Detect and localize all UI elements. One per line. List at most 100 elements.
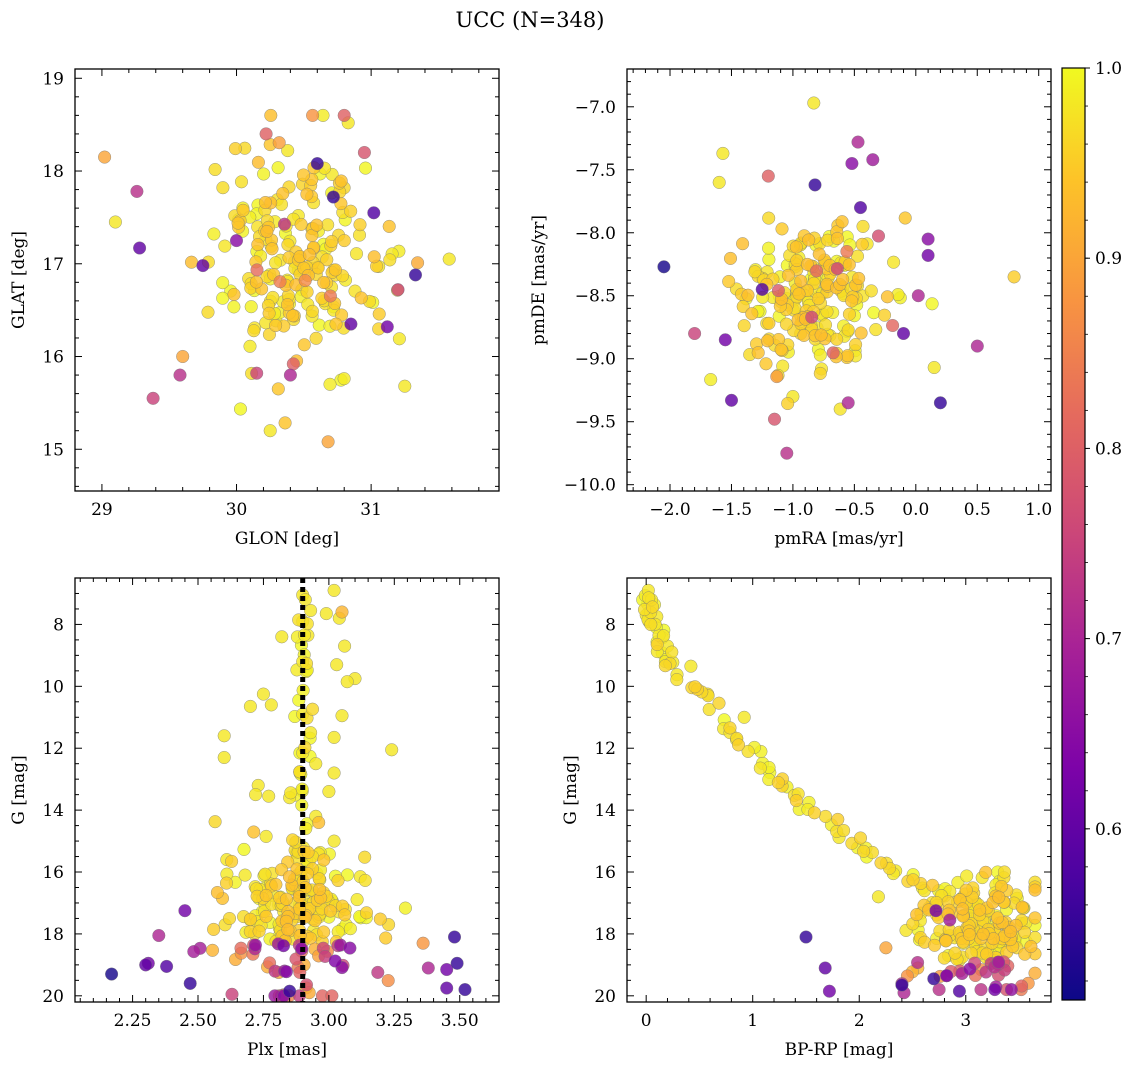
scatter-point <box>842 307 856 321</box>
scatter-point <box>338 639 352 653</box>
scatter-point <box>216 276 230 290</box>
scatter-point <box>274 197 289 211</box>
scatter-point <box>210 885 224 900</box>
scatter-point <box>458 983 472 997</box>
scatter-point <box>277 217 292 231</box>
scatter-point <box>280 298 295 312</box>
y-tick-label: −7.0 <box>575 98 616 118</box>
scatter-point <box>849 338 863 352</box>
scatter-point <box>272 136 286 150</box>
scatter-point <box>802 233 816 247</box>
scatter-point <box>723 721 737 735</box>
scatter-point <box>343 922 357 936</box>
scatter-point <box>283 984 297 998</box>
panel-3-ylabel: G [mag] <box>561 755 581 824</box>
y-tick-label: 8 <box>53 615 64 635</box>
scatter-point <box>762 211 776 225</box>
scatter-point <box>960 869 974 883</box>
scatter-point <box>937 951 951 965</box>
scatter-point <box>229 234 244 248</box>
scatter-point <box>273 275 287 289</box>
colorbar-tick-label: 0.6 <box>1095 820 1122 840</box>
y-tick-label: 20 <box>42 987 64 1007</box>
scatter-point <box>871 890 885 904</box>
scatter-point <box>243 699 257 713</box>
scatter-point <box>841 323 855 337</box>
panel-glon-glat: 29 30 31 15 16 17 18 19 GLON [deg] GLAT [deg] <box>9 68 500 549</box>
scatter-point <box>300 285 314 299</box>
scatter-point <box>813 366 827 380</box>
scatter-point <box>330 658 344 672</box>
scatter-point <box>753 761 767 775</box>
scatter-point <box>940 969 954 983</box>
scatter-point <box>723 251 738 265</box>
y-tick-label: 18 <box>594 925 616 945</box>
colorbar-ticks: 0.6 0.7 0.8 0.9 1.0 <box>1085 59 1122 982</box>
scatter-point <box>249 788 263 802</box>
scatter-point <box>176 349 190 364</box>
scatter-point <box>258 195 272 210</box>
scatter-point <box>911 289 925 303</box>
scatter-point <box>759 357 773 371</box>
scatter-point <box>391 283 405 297</box>
scatter-point <box>851 135 865 149</box>
scatter-point <box>327 583 341 597</box>
x-tick-label: 31 <box>360 500 382 520</box>
scatter-point <box>264 698 278 712</box>
scatter-point <box>992 955 1006 969</box>
scatter-point <box>302 248 316 262</box>
scatter-point <box>298 274 312 288</box>
x-tick-label: −0.5 <box>834 500 875 520</box>
y-tick-label: 12 <box>42 739 64 759</box>
scatter-point <box>269 877 283 892</box>
scatter-point <box>349 247 364 261</box>
scatter-point <box>233 402 248 416</box>
scatter-point <box>207 922 221 936</box>
panel-1-xlabel: pmRA [mas/yr] <box>774 529 903 549</box>
scatter-point <box>812 247 826 261</box>
scatter-point <box>249 275 263 289</box>
y-tick-label: 18 <box>42 925 64 945</box>
scatter-point <box>927 972 941 986</box>
panel-1-yticklabels: −10.0 −9.5 −9.0 −8.5 −8.0 −7.5 −7.0 <box>564 98 616 496</box>
scatter-point <box>830 332 844 346</box>
scatter-point <box>216 181 230 195</box>
scatter-point <box>837 823 851 838</box>
scatter-point <box>855 237 869 251</box>
scatter-point <box>237 842 251 856</box>
y-tick-label: 19 <box>42 69 64 89</box>
scatter-point <box>227 287 241 302</box>
y-tick-label: 10 <box>42 677 64 697</box>
scatter-point <box>322 784 336 799</box>
scatter-point <box>805 310 819 324</box>
panel-2-ylabel: G [mag] <box>9 755 29 824</box>
scatter-point <box>297 338 311 352</box>
scatter-point <box>392 332 406 346</box>
scatter-point <box>329 317 343 331</box>
scatter-point <box>283 368 297 382</box>
scatter-point <box>857 844 871 858</box>
scatter-point <box>800 257 814 271</box>
scatter-point <box>988 983 1002 997</box>
scatter-point <box>335 709 349 723</box>
panel-0-xticklabels: 29 30 31 <box>91 500 382 520</box>
scatter-point <box>321 435 335 449</box>
scatter-point <box>275 630 289 644</box>
scatter-point <box>421 961 435 975</box>
scatter-point <box>771 776 785 790</box>
scatter-point <box>279 892 293 906</box>
y-tick-label: −8.0 <box>575 224 616 244</box>
scatter-point <box>770 370 784 384</box>
scatter-point <box>310 218 324 232</box>
scatter-point <box>781 396 795 411</box>
scatter-point <box>207 227 221 241</box>
scatter-point <box>442 252 456 266</box>
scatter-point <box>276 186 290 201</box>
y-tick-label: −7.5 <box>575 161 616 181</box>
scatter-point <box>187 945 201 959</box>
y-tick-label: 16 <box>42 348 64 368</box>
scatter-point <box>808 178 822 192</box>
scatter-point <box>276 939 291 953</box>
scatter-point <box>891 288 905 302</box>
